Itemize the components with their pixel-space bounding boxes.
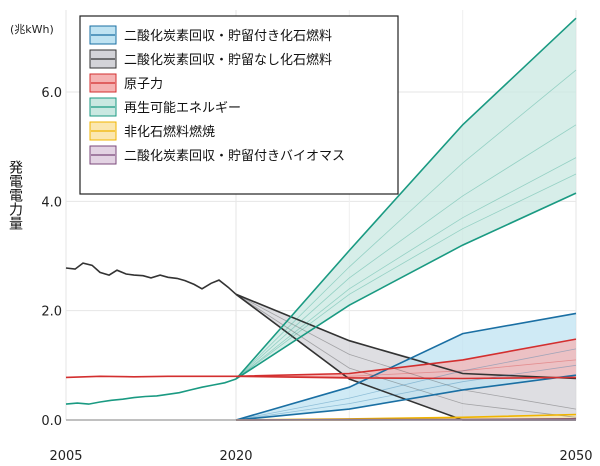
legend-label: 二酸化炭素回収・貯留付き化石燃料 <box>124 28 332 44</box>
y-axis-label: 発電電力量 <box>7 160 23 230</box>
scenario-line <box>236 359 577 377</box>
scenario-line <box>235 157 577 380</box>
scenario-line <box>235 173 577 380</box>
scenario-line <box>235 364 577 421</box>
x-tick-label: 2020 <box>219 449 252 464</box>
y-tick-label: 0.0 <box>41 414 62 429</box>
scenario-line <box>235 293 577 418</box>
unit-label: (兆kWh) <box>10 23 54 36</box>
scenario-line <box>235 69 577 380</box>
y-tick-label: 4.0 <box>41 195 62 210</box>
history-line <box>65 375 236 379</box>
legend-label: 二酸化炭素回収・貯留付きバイオマス <box>124 149 345 164</box>
scenario-line <box>235 312 577 421</box>
y-tick-label: 2.0 <box>41 305 62 320</box>
scenario-line <box>235 375 577 380</box>
scenario-line <box>235 17 577 380</box>
scenario-band <box>236 339 576 379</box>
x-tick-label: 2050 <box>559 449 592 464</box>
scenario-line <box>235 293 577 410</box>
x-tick-label: 2005 <box>49 449 82 464</box>
legend-label: 再生可能エネルギー <box>124 101 241 116</box>
scenario-band <box>236 18 576 379</box>
scenario-line <box>235 124 577 380</box>
history-line <box>65 262 237 295</box>
scenario-line <box>235 192 577 380</box>
legend-label: 非化石燃料燃焼 <box>124 124 215 140</box>
scenario-lines <box>65 17 577 421</box>
legend: 二酸化炭素回収・貯留付き化石燃料二酸化炭素回収・貯留なし化石燃料原子力再生可能エ… <box>79 15 399 195</box>
legend-label: 二酸化炭素回収・貯留なし化石燃料 <box>124 52 332 68</box>
legend-box <box>79 15 399 195</box>
axes: 0.0 2.0 4.0 6.0 2005 2020 2050 <box>41 86 592 464</box>
scenario-line <box>235 374 577 421</box>
legend-label: 原子力 <box>124 77 163 92</box>
y-tick-label: 6.0 <box>41 86 62 101</box>
scenario-line <box>235 348 577 421</box>
history-line <box>65 378 237 405</box>
scenario-line <box>235 293 577 380</box>
scenario-line <box>235 338 577 378</box>
